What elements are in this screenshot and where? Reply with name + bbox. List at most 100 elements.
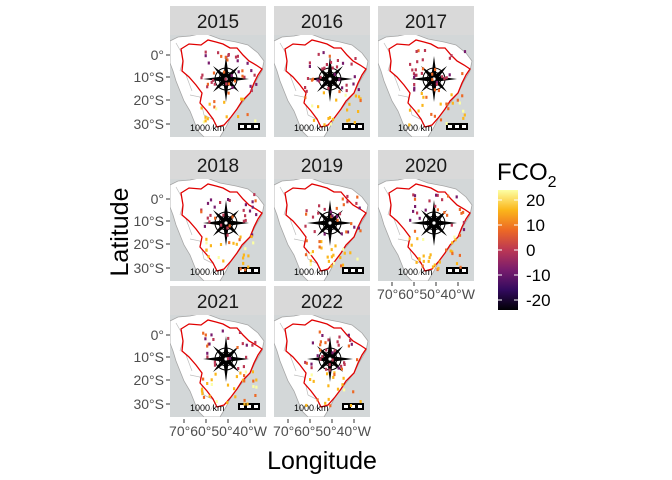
- fco2-cells: [408, 49, 467, 127]
- fco2-cell: [326, 255, 329, 259]
- facet-panel-2018: 2018: [170, 150, 266, 281]
- legend-title-subscript: 2: [548, 174, 557, 191]
- fco2-cell: [350, 222, 353, 226]
- y-tick-label: 0°: [151, 327, 164, 343]
- fco2-cell: [255, 378, 258, 382]
- fco2-cell: [223, 70, 226, 74]
- fco2-cell: [345, 83, 348, 87]
- fco2-cell: [205, 241, 208, 245]
- fco2-cell: [317, 211, 320, 215]
- fco2-cell: [328, 116, 332, 120]
- fco2-cell: [316, 78, 319, 82]
- fco2-cell: [202, 331, 205, 335]
- fco2-cell: [206, 382, 209, 385]
- fco2-cell: [234, 55, 238, 59]
- fco2-cell: [235, 375, 238, 379]
- fco2-cell: [433, 114, 436, 118]
- fco2-cell: [246, 113, 249, 117]
- fco2-cell: [225, 115, 228, 119]
- y-tick-label: 30°S: [133, 116, 164, 132]
- fco2-cell: [341, 61, 345, 65]
- fco2-cell: [353, 225, 356, 229]
- fco2-cell: [348, 118, 351, 122]
- fco2-cell: [354, 57, 357, 60]
- fco2-cell: [443, 77, 446, 81]
- fco2-cell: [335, 98, 338, 102]
- fco2-cell: [332, 375, 335, 379]
- fco2-cell: [413, 86, 416, 90]
- fco2-cell: [255, 213, 258, 217]
- fco2-cell: [346, 200, 349, 204]
- fco2-cell: [330, 255, 333, 259]
- fco2-cell: [332, 253, 335, 257]
- fco2-cell: [329, 60, 333, 64]
- fco2-cell: [305, 209, 308, 213]
- fco2-cell: [224, 55, 227, 59]
- fco2-cell: [309, 252, 312, 256]
- fco2-cell: [311, 215, 315, 219]
- fco2-cell: [242, 253, 245, 257]
- fco2-cell: [458, 253, 461, 257]
- fco2-cell: [209, 213, 212, 217]
- facet-label: 2016: [301, 12, 343, 33]
- fco2-cell: [450, 223, 453, 227]
- fco2-cell: [408, 108, 412, 112]
- fco2-cell: [200, 208, 203, 212]
- fco2-cell: [311, 104, 314, 108]
- fco2-cell: [327, 117, 330, 120]
- fco2-cell: [338, 90, 341, 94]
- facet-label: 2021: [197, 292, 239, 313]
- fco2-cell: [341, 86, 344, 90]
- fco2-cell: [242, 208, 245, 212]
- fco2-cell: [200, 210, 203, 214]
- map-panel: [274, 33, 370, 137]
- fco2-cell: [447, 107, 450, 111]
- fco2-cell: [353, 75, 356, 79]
- fco2-cell: [448, 73, 451, 77]
- facet-strip: [170, 6, 266, 35]
- fco2-cell: [305, 361, 308, 365]
- fco2-cell: [220, 54, 223, 58]
- fco2-cell: [345, 230, 348, 234]
- fco2-cell: [327, 397, 330, 401]
- fco2-cell: [242, 261, 245, 265]
- fco2-cell: [210, 383, 213, 386]
- fco2-cell: [251, 343, 254, 347]
- fco2-cell: [206, 355, 209, 359]
- fco2-cell: [462, 220, 465, 224]
- fco2-cell: [227, 198, 230, 201]
- fco2-cell: [204, 50, 207, 54]
- fco2-cell: [243, 374, 246, 378]
- fco2-cell: [325, 348, 328, 352]
- fco2-cell: [451, 252, 454, 256]
- fco2-cell: [243, 75, 246, 79]
- fco2-cell: [336, 387, 340, 391]
- fco2-cell: [429, 253, 432, 257]
- fco2-cell: [436, 208, 439, 212]
- fco2-cell: [342, 203, 345, 207]
- fco2-cell: [340, 364, 343, 368]
- fco2-cell: [319, 75, 322, 79]
- fco2-cell: [335, 215, 339, 219]
- fco2-cell: [337, 343, 340, 347]
- fco2-cell: [327, 86, 330, 90]
- fco2-cell: [318, 330, 321, 334]
- fco2-cell: [244, 218, 247, 222]
- fco2-cell: [359, 229, 362, 233]
- fco2-cell: [214, 372, 217, 376]
- fco2-cell: [325, 63, 328, 66]
- fco2-cell: [438, 260, 441, 264]
- fco2-cell: [412, 193, 415, 197]
- fco2-cell: [239, 235, 242, 239]
- fco2-cell: [338, 78, 341, 82]
- fco2-cell: [244, 203, 247, 207]
- fco2-cell: [214, 216, 217, 220]
- fco2-cell: [319, 340, 322, 344]
- map-panel: [378, 177, 474, 281]
- fco2-cell: [463, 113, 466, 117]
- legend-ticks: 20 10 0 -10 -20: [498, 191, 551, 310]
- fco2-cell: [330, 264, 333, 268]
- fco2-cell: [210, 333, 213, 337]
- fco2-cell: [241, 74, 244, 78]
- fco2-cell: [359, 99, 362, 103]
